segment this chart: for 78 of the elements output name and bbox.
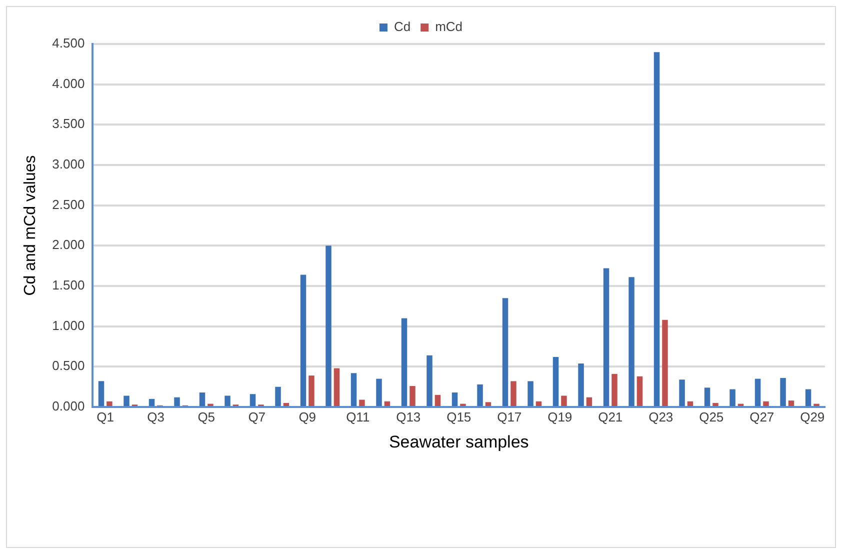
y-tick-label: 3.000	[52, 156, 85, 172]
bar	[704, 388, 710, 406]
x-tick-label: Q5	[198, 409, 216, 424]
bar	[502, 298, 508, 406]
bar	[730, 389, 736, 406]
y-tick-label: 3.500	[52, 116, 85, 132]
x-tick-label: Q15	[446, 409, 472, 424]
bar	[426, 355, 432, 406]
bar	[401, 318, 408, 406]
y-tick-label: 4.000	[52, 76, 85, 91]
bar	[679, 380, 685, 406]
x-tick-label: Q17	[497, 409, 522, 424]
bar	[308, 376, 314, 406]
bar	[636, 376, 643, 406]
y-axis-title: Cd and mCd values	[22, 155, 40, 296]
bar	[410, 386, 416, 406]
y-tick-label: 0.000	[52, 398, 85, 414]
y-tick-label: 1.000	[52, 318, 85, 333]
bar	[536, 401, 542, 406]
bar	[98, 381, 104, 406]
bar	[805, 389, 812, 406]
x-axis-title: Seawater samples	[388, 432, 529, 452]
bar	[334, 368, 340, 406]
x-tick-label: Q13	[396, 409, 421, 424]
bar	[199, 392, 206, 406]
bar	[654, 52, 660, 406]
bar	[326, 246, 332, 406]
x-tick-label: Q27	[750, 409, 774, 424]
bar	[106, 401, 112, 406]
x-tick-label: Q23	[648, 409, 674, 424]
bar	[510, 381, 516, 406]
y-tick-label: 0.500	[52, 358, 85, 374]
y-tick-label: 1.500	[52, 278, 85, 293]
bar	[148, 398, 155, 406]
x-tick-label: Q19	[548, 409, 572, 424]
bar	[300, 274, 306, 406]
bar	[359, 400, 365, 406]
bar	[376, 378, 382, 406]
y-tick-label: 2.500	[52, 196, 85, 212]
bar	[174, 397, 180, 406]
x-tick-label: Q9	[298, 409, 316, 424]
x-tick-label: Q11	[346, 409, 370, 424]
legend-label: mCd	[435, 19, 463, 34]
x-tick-label: Q25	[699, 409, 724, 424]
bar	[552, 356, 559, 406]
y-tick-label: 4.500	[52, 36, 85, 51]
bar	[578, 363, 584, 406]
bar	[350, 373, 357, 406]
bar	[754, 378, 761, 406]
bar	[628, 277, 634, 406]
x-tick-label: Q21	[598, 409, 623, 424]
legend-label: Cd	[394, 19, 411, 34]
bar	[485, 402, 492, 406]
bar	[561, 396, 567, 406]
bar	[788, 400, 794, 406]
bar	[477, 384, 483, 406]
y-tick-label: 2.000	[52, 237, 85, 252]
bar	[384, 401, 390, 406]
bar	[662, 320, 668, 406]
bar	[612, 374, 618, 406]
bar	[452, 392, 458, 406]
bar	[250, 394, 256, 406]
bar	[586, 397, 592, 406]
bar	[283, 402, 290, 406]
bar	[687, 401, 694, 406]
x-tick-label: Q29	[800, 409, 825, 424]
bar	[712, 402, 718, 406]
bar	[275, 386, 281, 406]
bar	[763, 401, 769, 406]
bar	[528, 381, 534, 406]
x-tick-label: Q3	[147, 409, 165, 424]
bar	[603, 268, 610, 406]
x-tick-label: Q7	[248, 409, 266, 424]
bar	[434, 394, 441, 406]
bar	[780, 378, 786, 406]
bar	[224, 396, 230, 406]
x-tick-label: Q1	[96, 409, 114, 424]
bar	[124, 396, 130, 406]
